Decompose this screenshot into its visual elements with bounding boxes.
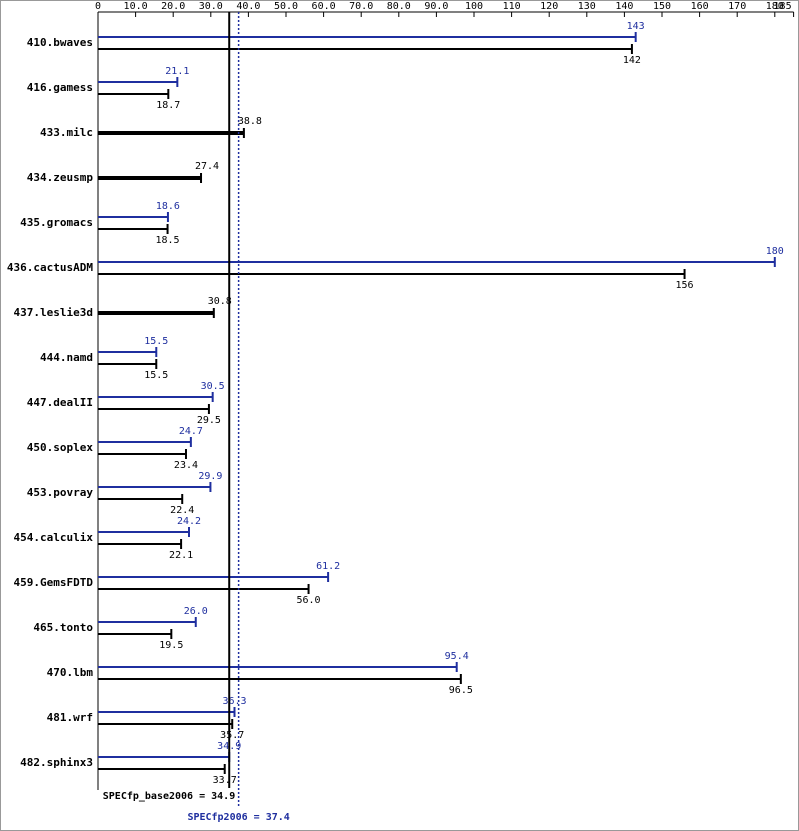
peak-value-label: 21.1 (165, 66, 189, 77)
base-value-label: 18.7 (156, 100, 180, 111)
x-tick-label: 90.0 (424, 1, 448, 12)
x-tick-label: 150 (653, 1, 671, 12)
x-tick-label: 50.0 (274, 1, 298, 12)
x-tick-label: 30.0 (199, 1, 223, 12)
base-value-label: 142 (623, 55, 641, 66)
base-value-label: 22.4 (170, 505, 194, 516)
benchmark-label: 481.wrf (47, 711, 93, 724)
x-tick-label: 70.0 (349, 1, 373, 12)
x-tick-label: 10.0 (124, 1, 148, 12)
x-tick-label: 140 (615, 1, 633, 12)
x-tick-label: 0 (95, 1, 101, 12)
x-tick-label: 185 (774, 1, 792, 12)
benchmark-label: 447.dealII (27, 396, 93, 409)
peak-value-label: 36.3 (222, 696, 246, 707)
benchmark-label: 459.GemsFDTD (14, 576, 94, 589)
x-tick-label: 170 (728, 1, 746, 12)
peak-value-label: 15.5 (144, 336, 168, 347)
base-value-label: 15.5 (144, 370, 168, 381)
reference-label: SPECfp_base2006 = 34.9 (103, 791, 235, 802)
peak-value-label: 24.2 (177, 516, 201, 527)
base-value-label: 22.1 (169, 550, 193, 561)
benchmark-label: 416.gamess (27, 81, 93, 94)
x-tick-label: 40.0 (236, 1, 260, 12)
benchmark-label: 482.sphinx3 (20, 756, 93, 769)
benchmark-label: 450.soplex (27, 441, 94, 454)
x-tick-label: 120 (540, 1, 558, 12)
reference-label: SPECfp2006 = 37.4 (187, 812, 289, 823)
peak-value-label: 143 (627, 21, 645, 32)
x-tick-label: 100 (465, 1, 483, 12)
x-tick-label: 130 (578, 1, 596, 12)
peak-value-label: 61.2 (316, 561, 340, 572)
x-tick-label: 60.0 (312, 1, 336, 12)
benchmark-label: 465.tonto (33, 621, 93, 634)
x-tick-label: 160 (691, 1, 709, 12)
base-value-label: 19.5 (159, 640, 183, 651)
x-tick-label: 110 (503, 1, 521, 12)
peak-value-label: 30.5 (201, 381, 225, 392)
peak-value-label: 24.7 (179, 426, 203, 437)
benchmark-label: 434.zeusmp (27, 171, 94, 184)
base-value-label: 29.5 (197, 415, 221, 426)
benchmark-label: 444.namd (40, 351, 93, 364)
base-value-label: 30.8 (208, 296, 232, 307)
benchmark-label: 435.gromacs (20, 216, 93, 229)
base-value-label: 56.0 (297, 595, 321, 606)
base-value-label: 35.7 (220, 730, 244, 741)
peak-value-label: 29.9 (198, 471, 222, 482)
peak-value-label: 18.6 (156, 201, 180, 212)
benchmark-label: 410.bwaves (27, 36, 93, 49)
peak-value-label: 26.0 (184, 606, 208, 617)
base-value-label: 38.8 (238, 116, 262, 127)
base-value-label: 96.5 (449, 685, 473, 696)
peak-value-label: 180 (766, 246, 784, 257)
base-value-label: 27.4 (195, 161, 219, 172)
benchmark-label: 433.milc (40, 126, 93, 139)
benchmark-label: 437.leslie3d (14, 306, 93, 319)
base-value-label: 23.4 (174, 460, 198, 471)
base-value-label: 33.7 (213, 775, 237, 786)
base-value-label: 18.5 (156, 235, 180, 246)
benchmark-label: 453.povray (27, 486, 94, 499)
x-tick-label: 80.0 (387, 1, 411, 12)
benchmark-label: 436.cactusADM (7, 261, 93, 274)
benchmark-label: 470.lbm (47, 666, 94, 679)
x-tick-label: 180 (766, 1, 784, 12)
x-tick-label: 20.0 (161, 1, 185, 12)
peak-value-label: 95.4 (445, 651, 469, 662)
benchmark-label: 454.calculix (14, 531, 94, 544)
base-value-label: 156 (676, 280, 694, 291)
